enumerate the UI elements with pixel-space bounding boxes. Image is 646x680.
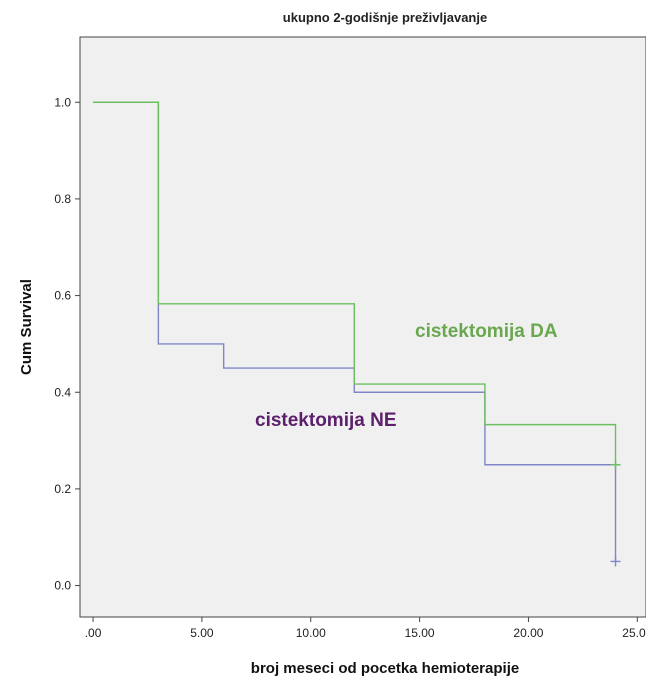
y-tick-label: 0.6 xyxy=(54,289,71,303)
y-tick-label: 1.0 xyxy=(54,95,71,109)
x-axis-label: broj meseci od pocetka hemioterapije xyxy=(251,660,519,677)
series-line-0 xyxy=(93,101,617,465)
x-tick-label: 15.00 xyxy=(405,626,435,640)
y-axis-label: Cum Survival xyxy=(18,279,35,375)
chart-title: ukupno 2-godišnje preživljavanje xyxy=(283,10,487,25)
x-tick-label: 5.00 xyxy=(190,626,214,640)
y-tick-label: 0.4 xyxy=(54,385,71,399)
label-cistektomija-da: cistektomija DA xyxy=(415,321,558,342)
y-tick-label: 0.0 xyxy=(54,579,71,593)
y-tick-label: 0.2 xyxy=(54,482,71,496)
censor-mark xyxy=(610,459,621,470)
plot-area xyxy=(79,36,646,618)
x-tick-label: 10.00 xyxy=(296,626,326,640)
x-tick-label: 20.00 xyxy=(513,626,543,640)
x-tick-label: .00 xyxy=(85,626,102,640)
censor-mark xyxy=(610,556,621,567)
y-tick-label: 0.8 xyxy=(54,192,71,206)
x-tick-label: 25.00 xyxy=(622,626,646,640)
label-cistektomija-ne: cistektomija NE xyxy=(255,410,397,431)
y-axis: 0.0 0.2 0.4 0.6 0.8 1.0 xyxy=(54,95,80,593)
x-axis: .00 5.00 10.00 15.00 20.00 25.00 xyxy=(85,617,646,640)
series-layer xyxy=(93,101,621,567)
